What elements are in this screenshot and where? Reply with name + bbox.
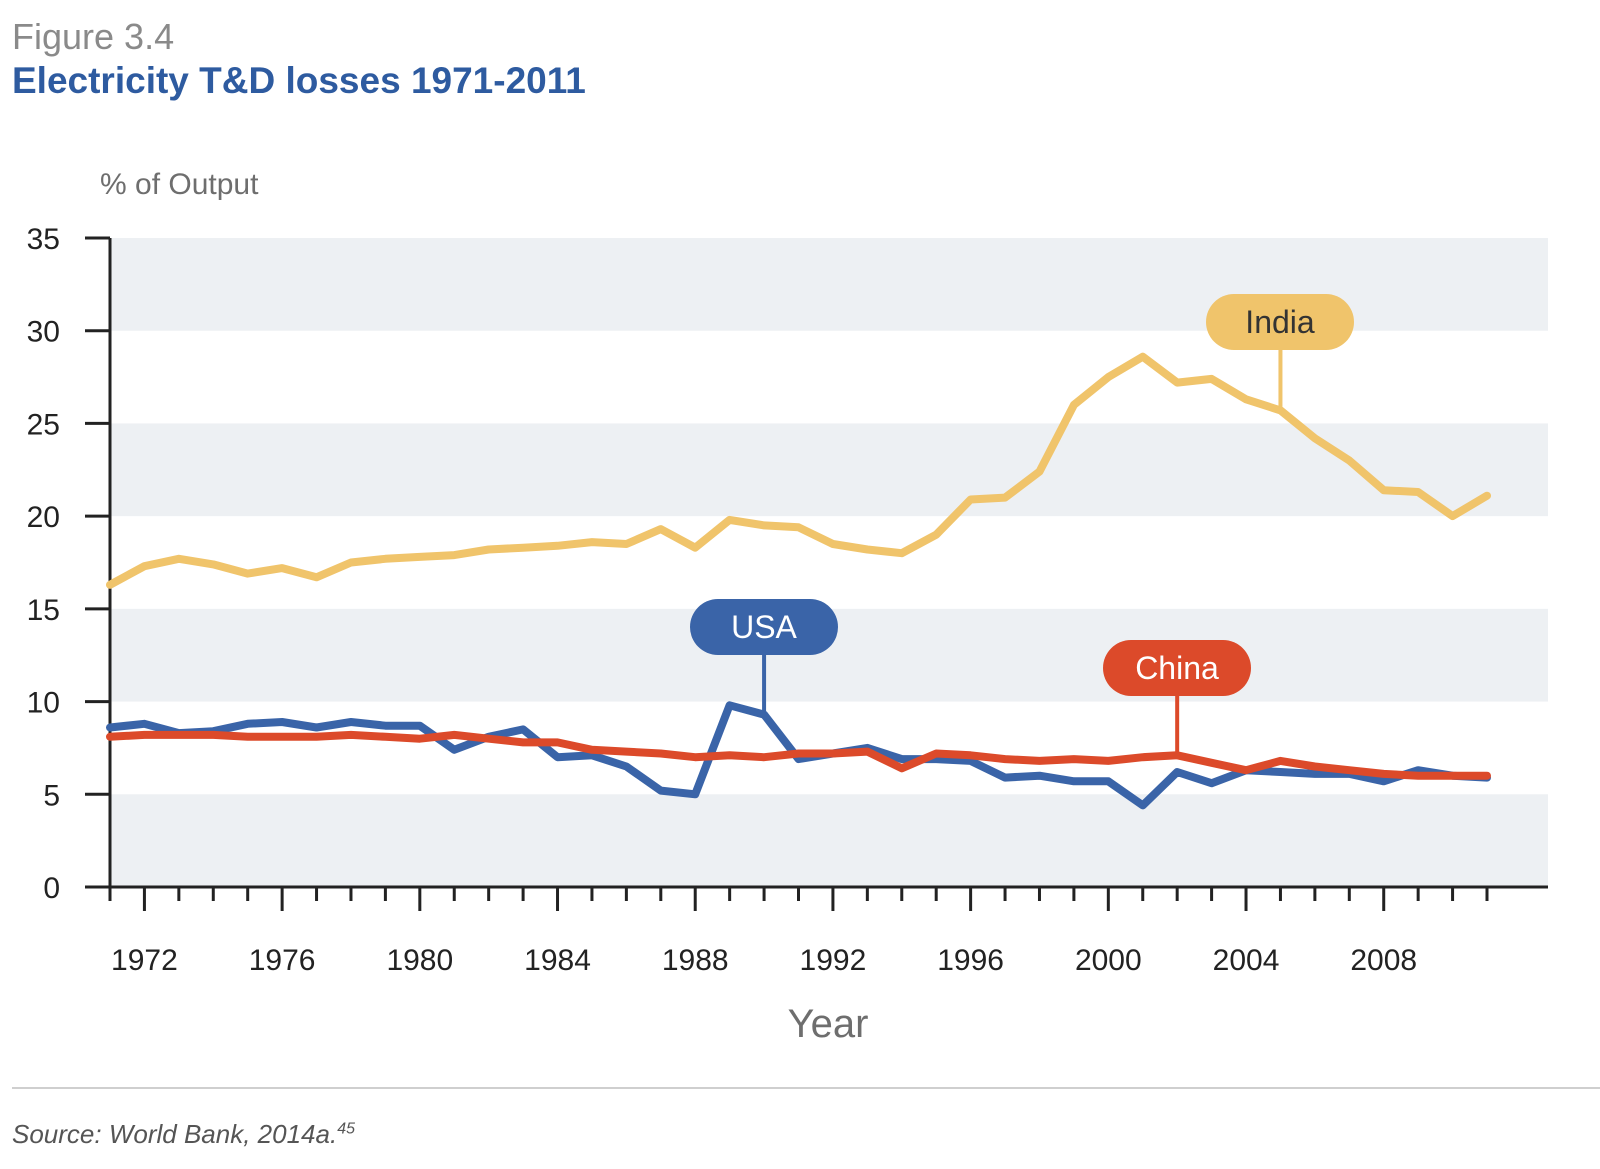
x-tick-label: 1972 (111, 944, 178, 977)
axes (85, 236, 1548, 911)
y-axis-label: % of Output (100, 168, 259, 201)
chart-title: Electricity T&D losses 1971-2011 (12, 60, 586, 101)
footer-divider (12, 1087, 1600, 1089)
y-tick-label: 5 (43, 779, 60, 812)
callout-label-usa: USA (731, 609, 797, 645)
x-tick-label: 1988 (662, 944, 729, 977)
x-tick-label: 1984 (524, 944, 591, 977)
source-note: Source: World Bank, 2014a.45 (12, 1119, 355, 1150)
grid-band (110, 423, 1548, 517)
y-tick-labels: 0 5 10 15 20 25 30 35 (27, 223, 60, 905)
x-tick-label: 1996 (937, 944, 1004, 977)
x-tick-label: 1992 (800, 944, 867, 977)
y-tick-label: 30 (27, 316, 60, 349)
x-tick-label: 1976 (249, 944, 316, 977)
x-tick-label: 2008 (1350, 944, 1417, 977)
callout-pill-usa (690, 599, 838, 655)
y-tick-label: 25 (27, 408, 60, 441)
callout-label-china: China (1135, 650, 1219, 686)
source-footnote: 45 (337, 1120, 355, 1138)
x-tick-labels: 1972 1976 1980 1984 1988 1992 1996 2000 2004 2008 (111, 944, 1417, 977)
series-callouts: India USA China (690, 294, 1354, 756)
series-lines (106, 352, 1491, 810)
y-tick-label: 35 (27, 223, 60, 256)
x-tick-label: 2004 (1213, 944, 1280, 977)
x-tick-label: 1980 (386, 944, 453, 977)
callout-label-india: India (1245, 304, 1315, 340)
y-tick-label: 0 (43, 872, 60, 905)
figure-label: Figure 3.4 (12, 16, 175, 57)
y-tick-label: 10 (27, 687, 60, 720)
y-tick-label: 20 (27, 501, 60, 534)
callout-pill-china (1103, 640, 1251, 696)
grid-band (110, 794, 1548, 887)
source-text: Source: World Bank, 2014a. (12, 1119, 338, 1149)
x-tick-label: 2000 (1075, 944, 1142, 977)
callout-pill-india (1206, 294, 1354, 350)
y-tick-label: 15 (27, 594, 60, 627)
x-axis-label: Year (788, 1002, 869, 1046)
